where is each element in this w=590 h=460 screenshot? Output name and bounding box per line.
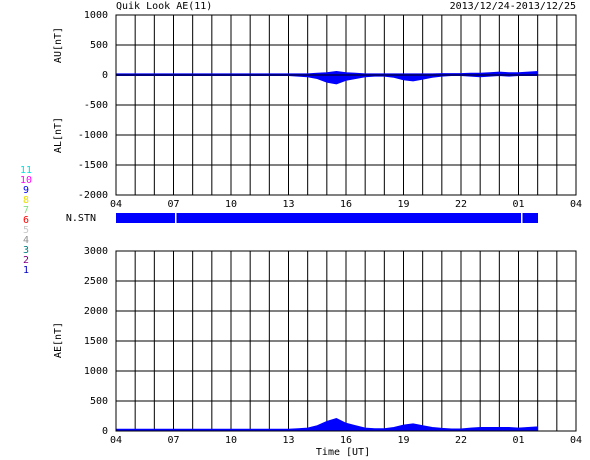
y-tick-label: 1500 — [84, 336, 108, 347]
plot-frame — [115, 250, 577, 432]
station-legend-label: 6 — [23, 215, 29, 226]
station-legend-label: 1 — [23, 265, 29, 276]
x-tick-label: 04 — [110, 435, 122, 446]
date-range: 2013/12/24-2013/12/25 — [450, 1, 576, 12]
y-tick-label: 2500 — [84, 276, 108, 287]
area — [115, 70, 539, 76]
x-tick-label: 10 — [225, 199, 237, 210]
y-tick-label: -500 — [84, 100, 108, 111]
y-tick-label: -1500 — [78, 160, 108, 171]
x-tick-label: 19 — [397, 435, 409, 446]
n-stn-segment — [116, 213, 538, 223]
x-tick-label: 04 — [570, 435, 582, 446]
x-tick-label: 22 — [455, 435, 467, 446]
station-legend-label: 7 — [23, 205, 29, 216]
y-tick-label: 0 — [102, 426, 108, 437]
y-tick-label: 1000 — [84, 10, 108, 21]
y-tick-label: 1000 — [84, 366, 108, 377]
x-tick-label: 16 — [340, 435, 352, 446]
x-tick-label: 04 — [110, 199, 122, 210]
plot-frame — [115, 14, 577, 196]
area — [115, 417, 539, 432]
y-tick-label: 2000 — [84, 306, 108, 317]
x-tick-label: 01 — [512, 199, 524, 210]
n-stn-label: N.STN — [66, 213, 96, 224]
area — [115, 74, 539, 85]
y-tick-label: -1000 — [78, 130, 108, 141]
x-axis-label: Time [UT] — [316, 447, 370, 458]
y-tick-label: 3000 — [84, 246, 108, 257]
n-stn-gap — [521, 213, 523, 223]
y-tick-label: 500 — [90, 40, 108, 51]
x-tick-label: 07 — [167, 199, 179, 210]
x-tick-label: 10 — [225, 435, 237, 446]
x-tick-label: 13 — [282, 435, 294, 446]
y-axis-label: AU[nT] — [53, 27, 64, 63]
y-tick-label: 500 — [90, 396, 108, 407]
n-stn-gap — [175, 213, 177, 223]
x-tick-label: 16 — [340, 199, 352, 210]
station-legend-label: 5 — [23, 225, 29, 236]
y-axis-label: AL[nT] — [53, 117, 64, 153]
x-tick-label: 22 — [455, 199, 467, 210]
x-tick-label: 01 — [512, 435, 524, 446]
station-legend-label: 10 — [20, 175, 32, 186]
station-legend-label: 4 — [23, 235, 29, 246]
station-legend-label: 2 — [23, 255, 29, 266]
station-legend-label: 8 — [23, 195, 29, 206]
x-tick-label: 13 — [282, 199, 294, 210]
x-tick-label: 07 — [167, 435, 179, 446]
x-tick-label: 19 — [397, 199, 409, 210]
station-legend-label: 3 — [23, 245, 29, 256]
x-tick-label: 04 — [570, 199, 582, 210]
station-legend-label: 9 — [23, 185, 29, 196]
y-axis-label: AE[nT] — [53, 322, 64, 358]
chart-title: Quik Look AE(11) — [116, 1, 212, 12]
station-legend-label: 11 — [20, 165, 32, 176]
y-tick-label: 0 — [102, 70, 108, 81]
n-stn-bar — [116, 213, 538, 223]
y-tick-label: -2000 — [78, 190, 108, 201]
